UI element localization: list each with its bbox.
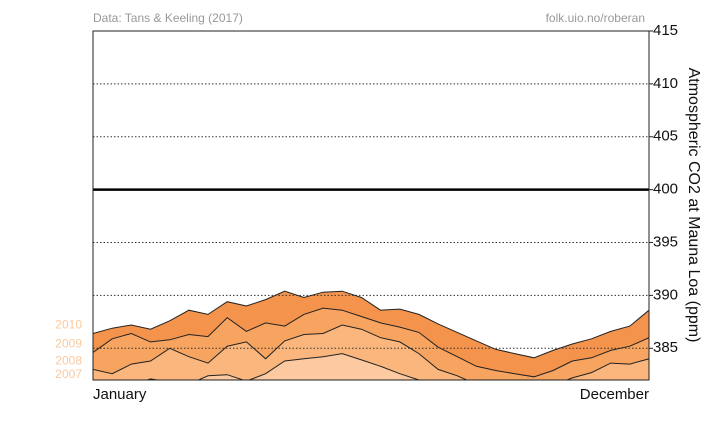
y-tick-label: 395 bbox=[653, 233, 678, 250]
series-label: 2010 bbox=[55, 318, 82, 332]
area bbox=[93, 353, 649, 380]
x-tick-label: January bbox=[93, 386, 147, 403]
credit: folk.uio.no/roberan bbox=[546, 11, 645, 25]
source: Data: Tans & Keeling (2017) bbox=[93, 11, 243, 25]
series-label: 2007 bbox=[55, 367, 82, 381]
plot-frame bbox=[92, 30, 650, 381]
area bbox=[93, 324, 649, 380]
series-label: 2009 bbox=[55, 337, 82, 351]
y-tick-label: 390 bbox=[653, 286, 678, 303]
y-tick-label: 410 bbox=[653, 75, 678, 92]
plot-area bbox=[93, 290, 649, 380]
y-tick-label: 400 bbox=[653, 181, 678, 198]
x-tick-label: December bbox=[580, 386, 649, 403]
y-tick-label: 405 bbox=[653, 128, 678, 145]
y-axis-label: Atmospheric CO2 at Mauna Loa (ppm) bbox=[685, 68, 702, 343]
series-label: 2008 bbox=[55, 354, 82, 368]
y-tick-label: 385 bbox=[653, 339, 678, 356]
y-tick-label: 415 bbox=[653, 22, 678, 39]
